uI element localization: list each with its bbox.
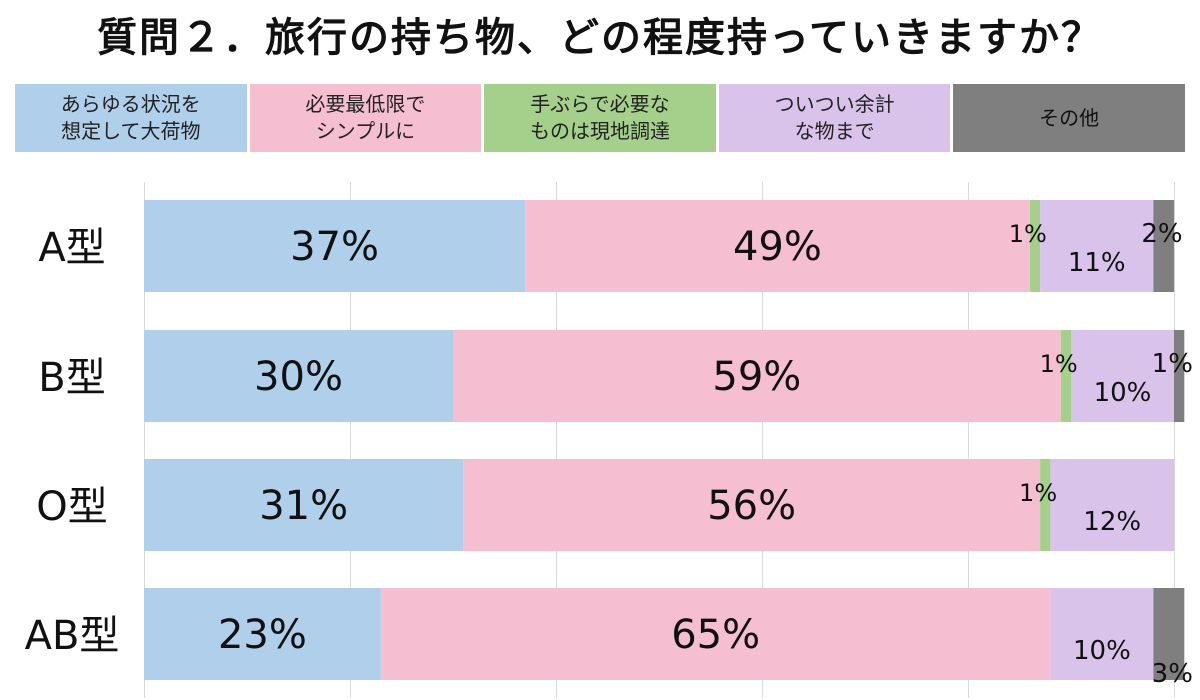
data-label-minimal: 56% <box>707 483 796 529</box>
bar-segment-minimal <box>463 459 1041 551</box>
data-label-other: 3% <box>1152 659 1193 689</box>
bar-segment-empty-handed <box>1040 459 1051 551</box>
data-label-large-luggage: 30% <box>254 354 343 400</box>
category-label: B型 <box>38 355 105 401</box>
chart-title: 質問２．旅行の持ち物、どの程度持っていきますか？ <box>97 15 1103 61</box>
bar-segment-empty-handed <box>1029 200 1041 292</box>
data-label-empty-handed: 1% <box>1019 479 1057 507</box>
bar-segment-other <box>1153 588 1185 680</box>
bar-segment-extra-items <box>1040 200 1154 292</box>
bar-segment-extra-items <box>1071 330 1174 422</box>
bar-segment-extra-items <box>1050 459 1174 551</box>
bar-segment-extra-items <box>1050 588 1154 680</box>
category-label: O型 <box>36 484 107 530</box>
bar-segment-minimal <box>525 200 1030 292</box>
data-label-empty-handed: 1% <box>1009 220 1047 248</box>
bar-segment-large-luggage <box>144 459 464 551</box>
data-label-extra-items: 11% <box>1068 248 1126 278</box>
legend-label-minimal: 必要最低限で シンプルに <box>305 92 426 143</box>
data-label-extra-items: 12% <box>1083 507 1141 537</box>
legend-item-other: その他 <box>953 84 1185 152</box>
data-label-large-luggage: 31% <box>259 483 348 529</box>
legend-label-other: その他 <box>1039 105 1100 130</box>
data-label-extra-items: 10% <box>1094 378 1152 408</box>
legend-item-empty-handed: 手ぶらで必要な ものは現地調達 <box>484 84 716 152</box>
data-label-extra-items: 10% <box>1073 636 1131 666</box>
legend-label-empty-handed: 手ぶらで必要な ものは現地調達 <box>529 92 670 143</box>
legend-item-minimal: 必要最低限で シンプルに <box>249 84 482 152</box>
legend-item-extra-items: ついつい余計 な物まで <box>718 84 951 152</box>
bar-segment-large-luggage <box>144 588 381 680</box>
category-label: A型 <box>38 225 105 271</box>
bar-segment-minimal <box>380 588 1051 680</box>
data-label-large-luggage: 37% <box>290 224 379 270</box>
bar-segment-other <box>1153 200 1174 292</box>
data-label-large-luggage: 23% <box>218 612 307 658</box>
bar-segment-minimal <box>453 330 1061 422</box>
data-label-other: 1% <box>1152 349 1193 379</box>
data-label-other: 2% <box>1141 219 1182 249</box>
data-label-minimal: 65% <box>671 612 760 658</box>
chart-legend: あらゆる状況を 想定して大荷物 必要最低限で シンプルに 手ぶらで必要な ものは… <box>15 84 1185 152</box>
legend-item-large-luggage: あらゆる状況を 想定して大荷物 <box>15 84 247 152</box>
data-label-empty-handed: 1% <box>1040 350 1078 378</box>
data-label-minimal: 59% <box>712 354 801 400</box>
legend-label-extra-items: ついつい余計 な物まで <box>774 92 895 143</box>
bar-segment-large-luggage <box>144 330 453 422</box>
data-label-minimal: 49% <box>733 224 822 270</box>
category-label: AB型 <box>25 613 120 659</box>
bar-segment-other <box>1174 330 1185 422</box>
bar-segment-large-luggage <box>144 200 526 292</box>
bar-segment-empty-handed <box>1060 330 1071 422</box>
legend-label-large-luggage: あらゆる状況を 想定して大荷物 <box>60 92 201 143</box>
